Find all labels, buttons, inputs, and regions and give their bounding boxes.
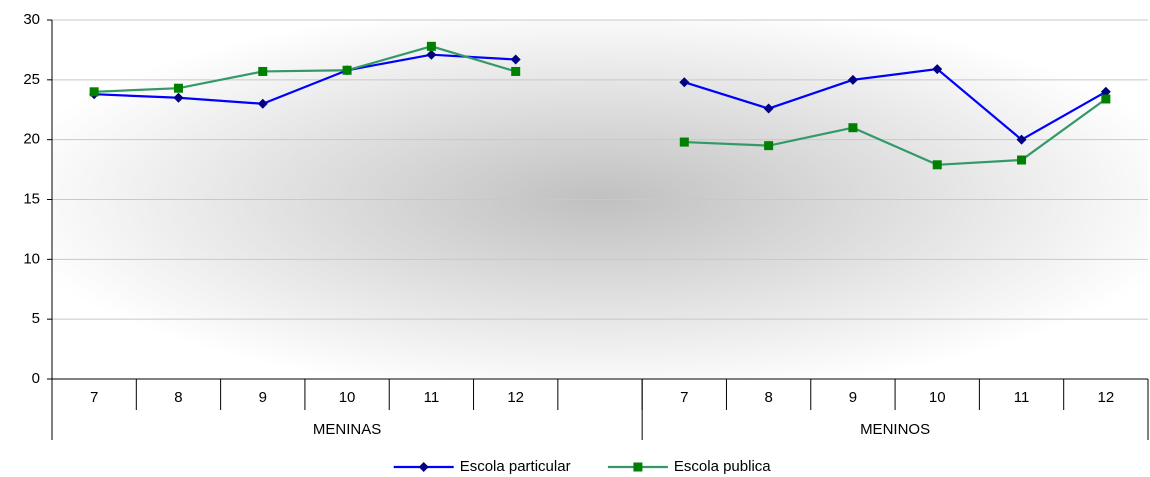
y-tick-label: 20 [23,131,40,148]
point [258,66,268,76]
point [848,123,858,133]
legend-marker [633,462,643,472]
group-label: MENINOS [860,421,930,438]
y-tick-label: 15 [23,190,40,207]
point [847,74,858,85]
x-tick-label: 10 [929,389,946,406]
x-tick-label: 7 [680,389,688,406]
point [932,64,943,75]
point [1100,86,1111,97]
point [1016,134,1027,145]
legend-label: Escola publica [674,458,771,475]
point [89,87,99,97]
point [511,66,521,76]
series-line [94,53,1107,142]
x-tick-label: 9 [849,389,857,406]
y-tick-label: 5 [32,310,40,327]
point [257,98,268,109]
point [679,137,689,147]
point [763,103,774,114]
point [1101,94,1111,104]
group-label: MENINAS [313,421,381,438]
point [510,54,521,65]
x-tick-label: 11 [424,389,440,406]
legend-label: Escola particular [460,458,571,475]
x-tick-label: 7 [90,389,98,406]
point [173,83,183,93]
point [426,49,437,60]
x-tick-label: 8 [174,389,182,406]
y-tick-label: 30 [23,11,40,28]
y-tick-label: 10 [23,250,40,267]
x-tick-label: 10 [339,389,356,406]
point [173,92,184,103]
x-tick-label: 9 [259,389,267,406]
x-tick-label: 12 [1098,389,1115,406]
series-line [94,45,1107,166]
x-tick-label: 11 [1014,389,1030,406]
y-tick-label: 25 [23,71,40,88]
point [932,160,942,170]
legend: Escola particular Escola publica [393,458,771,475]
point [342,65,352,75]
y-tick-label: 0 [32,370,40,387]
point [1017,155,1027,165]
point [679,77,690,88]
point [764,141,774,151]
point [426,41,436,51]
legend-marker [418,462,429,472]
x-tick-label: 12 [507,389,524,406]
x-tick-label: 8 [764,389,772,406]
